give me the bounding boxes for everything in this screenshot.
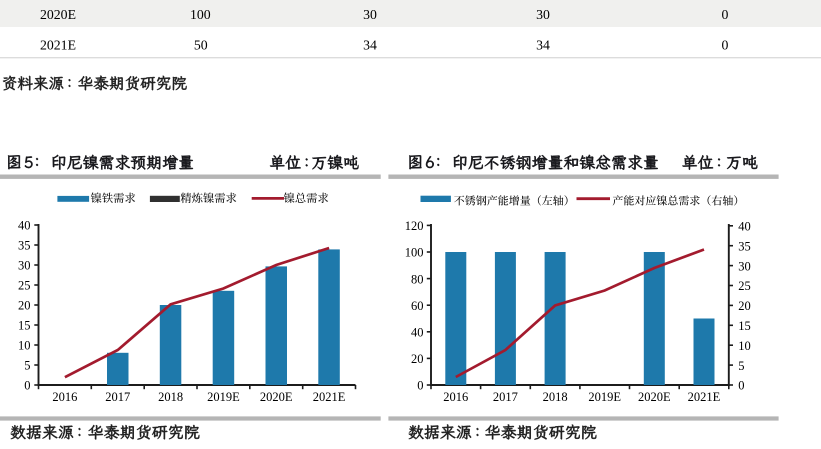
svg-text:35: 35 bbox=[18, 239, 31, 253]
svg-text:30: 30 bbox=[18, 259, 31, 273]
svg-text:5: 5 bbox=[24, 359, 30, 373]
svg-text:2018: 2018 bbox=[158, 390, 183, 404]
svg-text:100: 100 bbox=[190, 7, 211, 22]
svg-text:25: 25 bbox=[738, 279, 751, 293]
svg-text:5: 5 bbox=[738, 359, 744, 373]
svg-text:34: 34 bbox=[536, 38, 550, 53]
svg-text:10: 10 bbox=[18, 339, 31, 353]
svg-text:80: 80 bbox=[411, 272, 424, 286]
svg-text:15: 15 bbox=[18, 319, 31, 333]
svg-text:0: 0 bbox=[24, 379, 30, 393]
svg-text:2021E: 2021E bbox=[40, 38, 76, 53]
svg-text:0: 0 bbox=[722, 7, 729, 22]
svg-text:25: 25 bbox=[18, 279, 31, 293]
svg-text:2021E: 2021E bbox=[313, 390, 346, 404]
svg-text:100: 100 bbox=[405, 246, 424, 260]
svg-text:2020E: 2020E bbox=[260, 390, 293, 404]
svg-text:20: 20 bbox=[738, 299, 751, 313]
svg-text:2018: 2018 bbox=[543, 390, 568, 404]
svg-text:30: 30 bbox=[363, 7, 377, 22]
svg-text:15: 15 bbox=[738, 319, 751, 333]
svg-text:40: 40 bbox=[411, 326, 424, 340]
svg-text:34: 34 bbox=[363, 38, 377, 53]
svg-text:0: 0 bbox=[417, 379, 423, 393]
svg-text:10: 10 bbox=[738, 339, 751, 353]
svg-text:2016: 2016 bbox=[52, 390, 77, 404]
svg-text:50: 50 bbox=[194, 38, 208, 53]
svg-text:2016: 2016 bbox=[443, 390, 468, 404]
svg-text:35: 35 bbox=[738, 239, 751, 253]
svg-text:20: 20 bbox=[411, 352, 424, 366]
svg-text:0: 0 bbox=[722, 38, 729, 53]
svg-text:2017: 2017 bbox=[493, 390, 518, 404]
svg-text:30: 30 bbox=[536, 7, 550, 22]
svg-text:30: 30 bbox=[738, 259, 751, 273]
svg-text:2017: 2017 bbox=[105, 390, 130, 404]
svg-text:60: 60 bbox=[411, 299, 424, 313]
svg-text:40: 40 bbox=[738, 220, 751, 234]
svg-text:40: 40 bbox=[18, 219, 31, 233]
svg-text:2019E: 2019E bbox=[207, 390, 240, 404]
svg-text:120: 120 bbox=[405, 219, 424, 233]
svg-text:0: 0 bbox=[738, 379, 744, 393]
svg-text:2020E: 2020E bbox=[638, 390, 671, 404]
svg-text:20: 20 bbox=[18, 299, 31, 313]
svg-text:2020E: 2020E bbox=[40, 7, 76, 22]
svg-text:2019E: 2019E bbox=[588, 390, 621, 404]
svg-text:2021E: 2021E bbox=[688, 390, 721, 404]
